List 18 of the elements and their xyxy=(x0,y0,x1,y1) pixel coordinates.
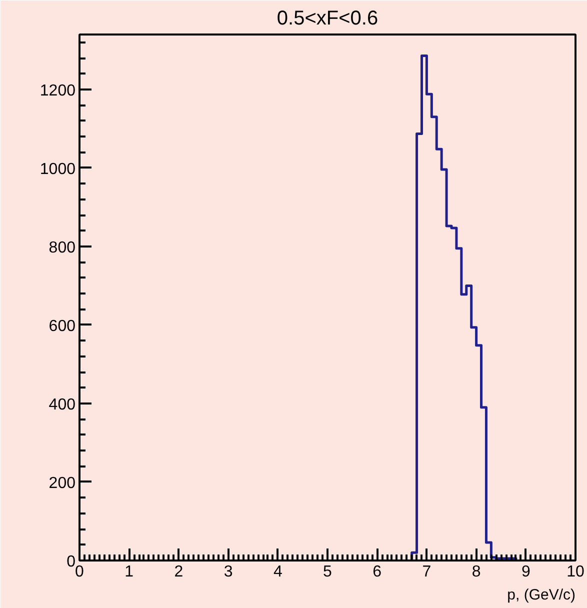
y-tick-label: 1200 xyxy=(40,82,76,100)
x-tick-label: 6 xyxy=(372,564,382,580)
x-tick-label: 1 xyxy=(124,564,134,580)
x-tick-label: 10 xyxy=(566,564,584,580)
x-tick-label: 7 xyxy=(422,564,432,580)
y-tick-label: 800 xyxy=(48,239,76,256)
x-tick-label: 8 xyxy=(472,564,481,580)
x-axis-title: p, (GeV/c) xyxy=(507,586,576,604)
chart-title: 0.5<xF<0.6 xyxy=(276,8,378,30)
x-tick-label: 5 xyxy=(323,564,332,580)
y-tick-label: 600 xyxy=(48,318,76,335)
x-tick-label: 4 xyxy=(273,564,282,580)
x-tick-label: 3 xyxy=(224,564,233,580)
y-tick-label: 400 xyxy=(48,396,76,414)
y-tick-label: 200 xyxy=(48,474,76,492)
x-tick-label: 2 xyxy=(174,564,184,580)
x-tick-label: 9 xyxy=(521,564,530,580)
y-tick-label: 1000 xyxy=(40,160,76,178)
